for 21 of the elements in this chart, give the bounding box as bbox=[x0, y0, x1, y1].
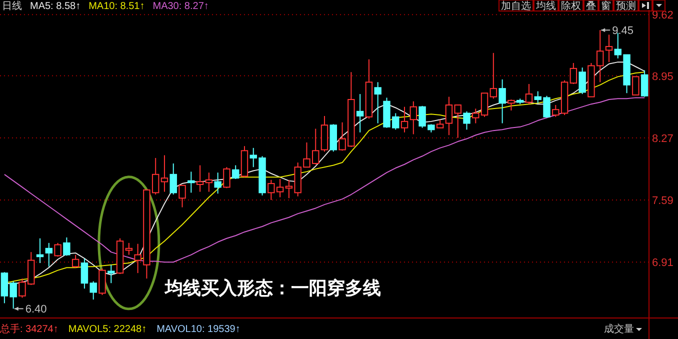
text: 成交量 bbox=[604, 323, 634, 335]
y-tick-label: 8.95 bbox=[652, 70, 674, 83]
annotation: 加自选 bbox=[501, 0, 531, 12]
annotation: 6.40 bbox=[25, 304, 47, 316]
annotation: 除权 bbox=[561, 0, 581, 12]
annotation: 窗 bbox=[601, 0, 611, 12]
annotation: 9.45 bbox=[612, 25, 634, 38]
annotation: 预测 bbox=[616, 0, 636, 12]
text: 总手: 34274↑ bbox=[0, 323, 58, 335]
annotation: 日线 bbox=[2, 0, 22, 12]
text: MAVOL5: 22248↑ bbox=[68, 324, 147, 335]
text: MA10: 8.51↑ bbox=[88, 1, 145, 12]
y-tick-label: 7.59 bbox=[652, 194, 674, 207]
text: MA5: 8.58↑ bbox=[30, 1, 81, 12]
annotation: 均线买入形态：一阳穿多线 bbox=[164, 278, 381, 299]
text: MA30: 8.27↑ bbox=[152, 1, 209, 12]
annotation: 叠 bbox=[586, 1, 596, 12]
y-tick-label: 6.91 bbox=[652, 257, 674, 270]
annotation: 均线 bbox=[535, 0, 556, 12]
text: MAVOL10: 19539↑ bbox=[156, 324, 240, 335]
y-tick-label: 8.27 bbox=[652, 132, 674, 145]
